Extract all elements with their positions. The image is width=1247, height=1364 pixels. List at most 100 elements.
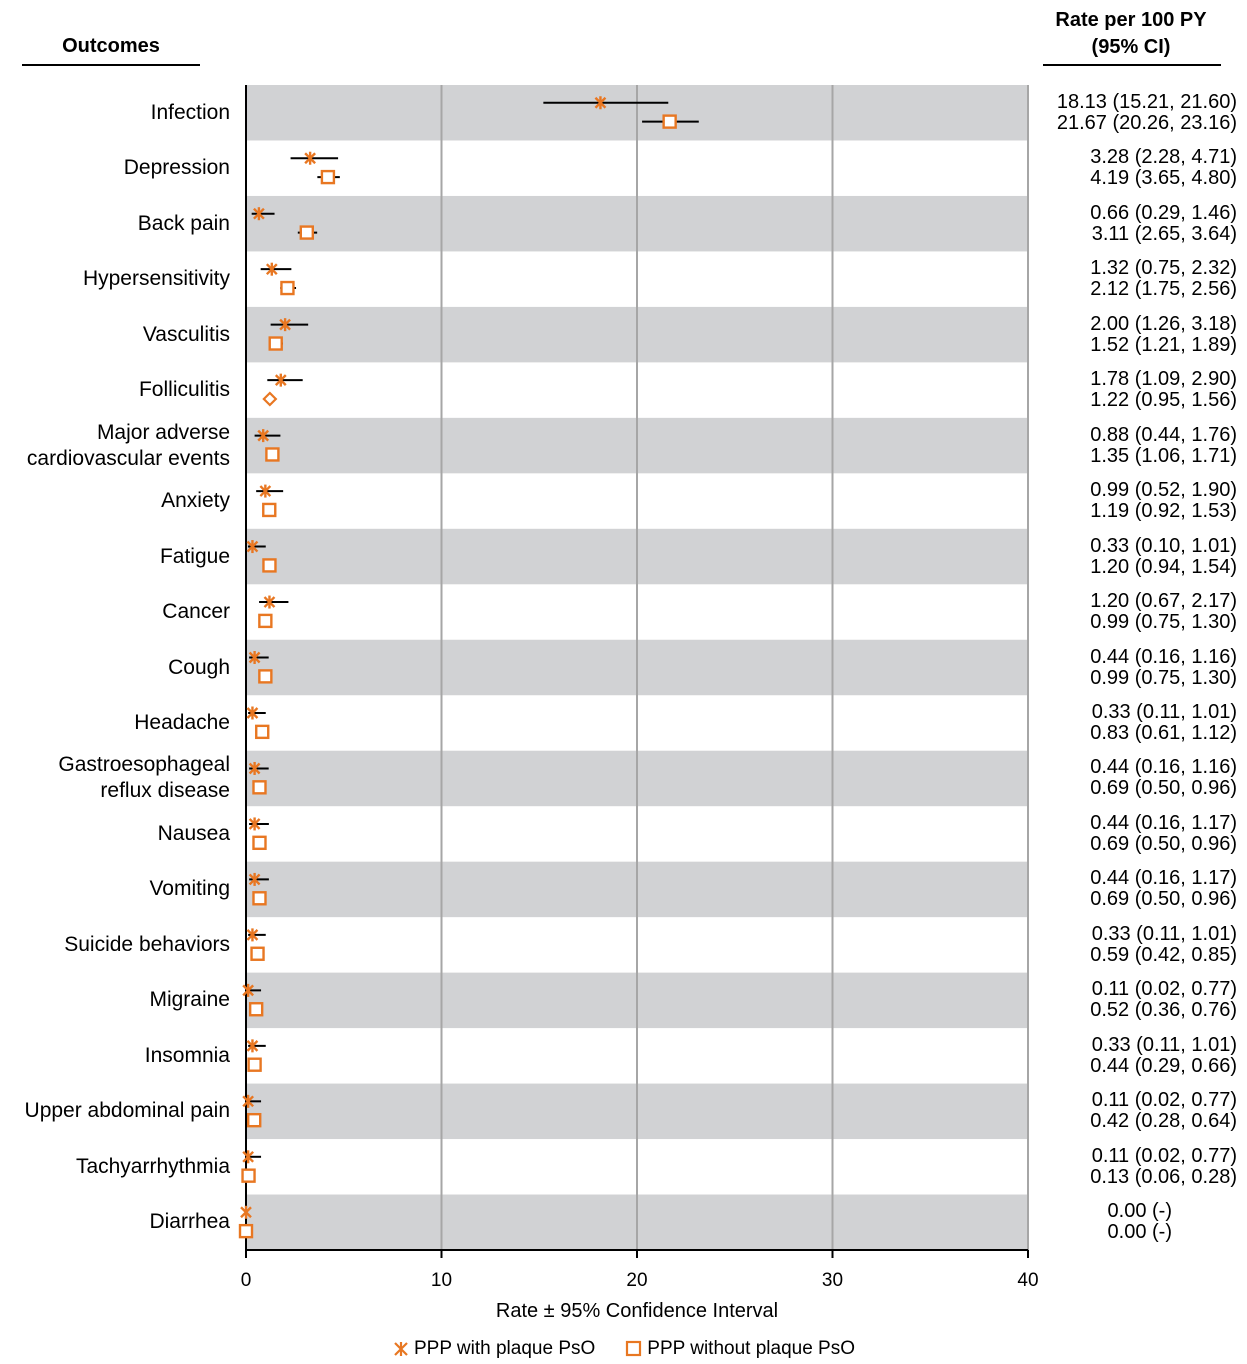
rate-with-pso: 3.28 (2.28, 4.71) — [1090, 146, 1237, 169]
outcome-label-line: Cancer — [162, 600, 230, 624]
rate-without-pso: 1.35 (1.06, 1.71) — [1090, 444, 1237, 467]
rate-with-pso: 0.66 (0.29, 1.46) — [1090, 201, 1237, 224]
outcome-label: Hypersensitivity — [83, 266, 230, 292]
rate-without-pso: 0.44 (0.29, 0.66) — [1090, 1054, 1237, 1077]
rate-with-pso: 0.33 (0.11, 1.01) — [1091, 922, 1237, 945]
outcome-label-line: cardiovascular events — [26, 446, 230, 470]
outcome-label-line: Infection — [150, 100, 230, 124]
rate-with-pso: 0.33 (0.11, 1.01) — [1091, 1033, 1237, 1056]
outcome-label-line: Migraine — [149, 988, 230, 1012]
point-without-pso — [299, 225, 315, 240]
rate-without-pso: 1.19 (0.92, 1.53) — [1090, 500, 1237, 523]
rate-without-pso: 0.13 (0.06, 0.28) — [1090, 1165, 1237, 1188]
rate-without-pso: 0.59 (0.42, 0.85) — [1090, 943, 1237, 966]
rate-without-pso: 0.99 (0.75, 1.30) — [1090, 611, 1237, 634]
rate-header-line2: (95% CI) — [1091, 36, 1171, 58]
rate-value: 0.88 (0.44, 1.76) 1.35 (1.06, 1.71) — [1020, 423, 1237, 467]
rate-value: 1.32 (0.75, 2.32) 2.12 (1.75, 2.56) — [1020, 258, 1237, 300]
rate-with-pso: 0.44 (0.16, 1.17) — [1090, 811, 1237, 834]
outcome-label-line: Vomiting — [149, 877, 230, 901]
rate-value: 2.00 (1.26, 3.18) 1.52 (1.21, 1.89) — [1020, 313, 1237, 356]
outcome-label: Depression — [124, 155, 230, 181]
rate-without-pso: 1.52 (1.21, 1.89) — [1090, 333, 1237, 356]
rate-with-pso: 0.33 (0.10, 1.01) — [1090, 534, 1237, 557]
outcome-label-line: reflux disease — [100, 779, 230, 803]
legend-item-with-pso: PPP with plaque PsO — [392, 1338, 595, 1360]
rate-with-pso: 1.78 (1.09, 2.90) — [1090, 368, 1237, 391]
point-with-pso — [279, 318, 291, 332]
rate-value: 0.33 (0.10, 1.01) 1.20 (0.94, 1.54) — [1020, 534, 1237, 578]
outcome-label-line: Tachyarrhythmia — [75, 1154, 230, 1178]
rate-with-pso: 0.33 (0.11, 1.01) — [1091, 700, 1237, 723]
point-with-pso — [242, 1094, 254, 1108]
rate-value: 0.99 (0.52, 1.90) 1.19 (0.92, 1.53) — [1020, 480, 1237, 522]
outcome-label-line: Anxiety — [161, 489, 230, 513]
legend-label-with-pso: PPP with plaque PsO — [413, 1338, 596, 1359]
rate-with-pso: 0.88 (0.44, 1.76) — [1090, 423, 1237, 446]
point-without-pso — [280, 280, 295, 296]
x-tick-label: 40 — [1017, 1270, 1038, 1291]
point-with-pso — [248, 651, 261, 665]
legend-item-without-pso: PPP without plaque PsO — [625, 1338, 855, 1360]
outcome-label: Diarrhea — [149, 1209, 230, 1235]
x-tick-label: 0 — [241, 1270, 252, 1291]
rate-with-pso: 0.99 (0.52, 1.90) — [1090, 479, 1237, 502]
rate-value: 3.28 (2.28, 4.71) 4.19 (3.65, 4.80) — [1020, 147, 1237, 189]
outcome-label: Insomnia — [145, 1043, 230, 1069]
rate-without-pso: 4.19 (3.65, 4.80) — [1090, 167, 1237, 190]
rate-value: 0.11 (0.02, 0.77) 0.42 (0.28, 0.64) — [1020, 1090, 1237, 1132]
point-without-pso — [241, 1168, 256, 1183]
rate-without-pso: 0.69 (0.50, 0.96) — [1090, 777, 1237, 800]
outcome-label: Nausea — [158, 821, 230, 847]
point-without-pso — [258, 669, 273, 684]
outcome-label-line: Upper abdominal pain — [24, 1099, 230, 1123]
rate-without-pso: 0.83 (0.61, 1.12) — [1090, 721, 1237, 744]
outcome-label-line: Hypersensitivity — [82, 267, 230, 291]
rate-value: 0.11 (0.02, 0.77) 0.13 (0.06, 0.28) — [1020, 1144, 1237, 1188]
x-tick-label: 10 — [431, 1270, 452, 1291]
point-with-pso — [240, 1205, 252, 1219]
outcome-label: Fatigue — [160, 544, 230, 570]
outcome-label: Major adverse cardiovascular events — [27, 420, 230, 472]
point-with-pso — [246, 928, 259, 942]
point-with-pso — [242, 983, 254, 997]
rate-value: 0.11 (0.02, 0.77) 0.52 (0.36, 0.76) — [1020, 979, 1237, 1021]
outcome-label-line: Gastroesophageal — [58, 753, 230, 777]
outcome-label-line: Folliculitis — [138, 378, 230, 402]
point-without-pso — [268, 336, 283, 351]
rate-with-pso: 0.11 (0.02, 0.77) — [1091, 1089, 1237, 1112]
outcome-label-line: Cough — [168, 655, 230, 679]
rate-value: 0.33 (0.11, 1.01) 0.83 (0.61, 1.12) — [1020, 700, 1237, 744]
outcome-label-line: Back pain — [137, 211, 230, 235]
rate-value: 0.33 (0.11, 1.01) 0.44 (0.29, 0.66) — [1020, 1033, 1237, 1077]
outcome-label-line: Headache — [134, 710, 230, 734]
outcome-label-line: Nausea — [157, 821, 230, 845]
rate-without-pso: 0.52 (0.36, 0.76) — [1090, 999, 1237, 1022]
point-with-pso — [257, 429, 270, 443]
legend: PPP with plaque PsO PPP without plaque P… — [0, 1338, 1247, 1360]
point-without-pso — [258, 613, 273, 629]
rate-with-pso: 0.11 (0.02, 0.77) — [1091, 1144, 1237, 1167]
outcome-label: Back pain — [138, 211, 230, 237]
outcome-label: Headache — [134, 710, 230, 736]
outcome-label: Suicide behaviors — [64, 932, 230, 958]
rate-value: 0.44 (0.16, 1.16) 0.99 (0.75, 1.30) — [1020, 646, 1237, 689]
outcome-label: Tachyarrhythmia — [76, 1154, 230, 1180]
point-without-pso — [262, 558, 277, 573]
x-axis-title: Rate ± 95% Confidence Interval — [495, 1300, 779, 1322]
point-without-pso — [262, 502, 277, 518]
outcome-label-line: Insomnia — [144, 1043, 230, 1067]
rate-with-pso: 0.00 (-) — [1107, 1200, 1172, 1223]
rate-with-pso: 0.11 (0.02, 0.77) — [1091, 978, 1237, 1001]
point-with-pso — [304, 151, 316, 165]
rate-with-pso: 0.44 (0.16, 1.17) — [1090, 867, 1237, 890]
rate-value: 1.20 (0.67, 2.17) 0.99 (0.75, 1.30) — [1020, 591, 1237, 633]
legend-label-without-pso: PPP without plaque PsO — [647, 1338, 856, 1359]
outcome-label: Vomiting — [149, 876, 230, 902]
rate-value: 0.00 (-) 0.00 (-) — [1020, 1201, 1172, 1243]
rate-without-pso: 0.00 (-) — [1107, 1221, 1172, 1244]
outcome-label-line: Major adverse — [96, 420, 230, 444]
rate-value: 0.33 (0.11, 1.01) 0.59 (0.42, 0.85) — [1020, 922, 1237, 966]
rate-value: 0.44 (0.16, 1.16) 0.69 (0.50, 0.96) — [1020, 757, 1237, 799]
